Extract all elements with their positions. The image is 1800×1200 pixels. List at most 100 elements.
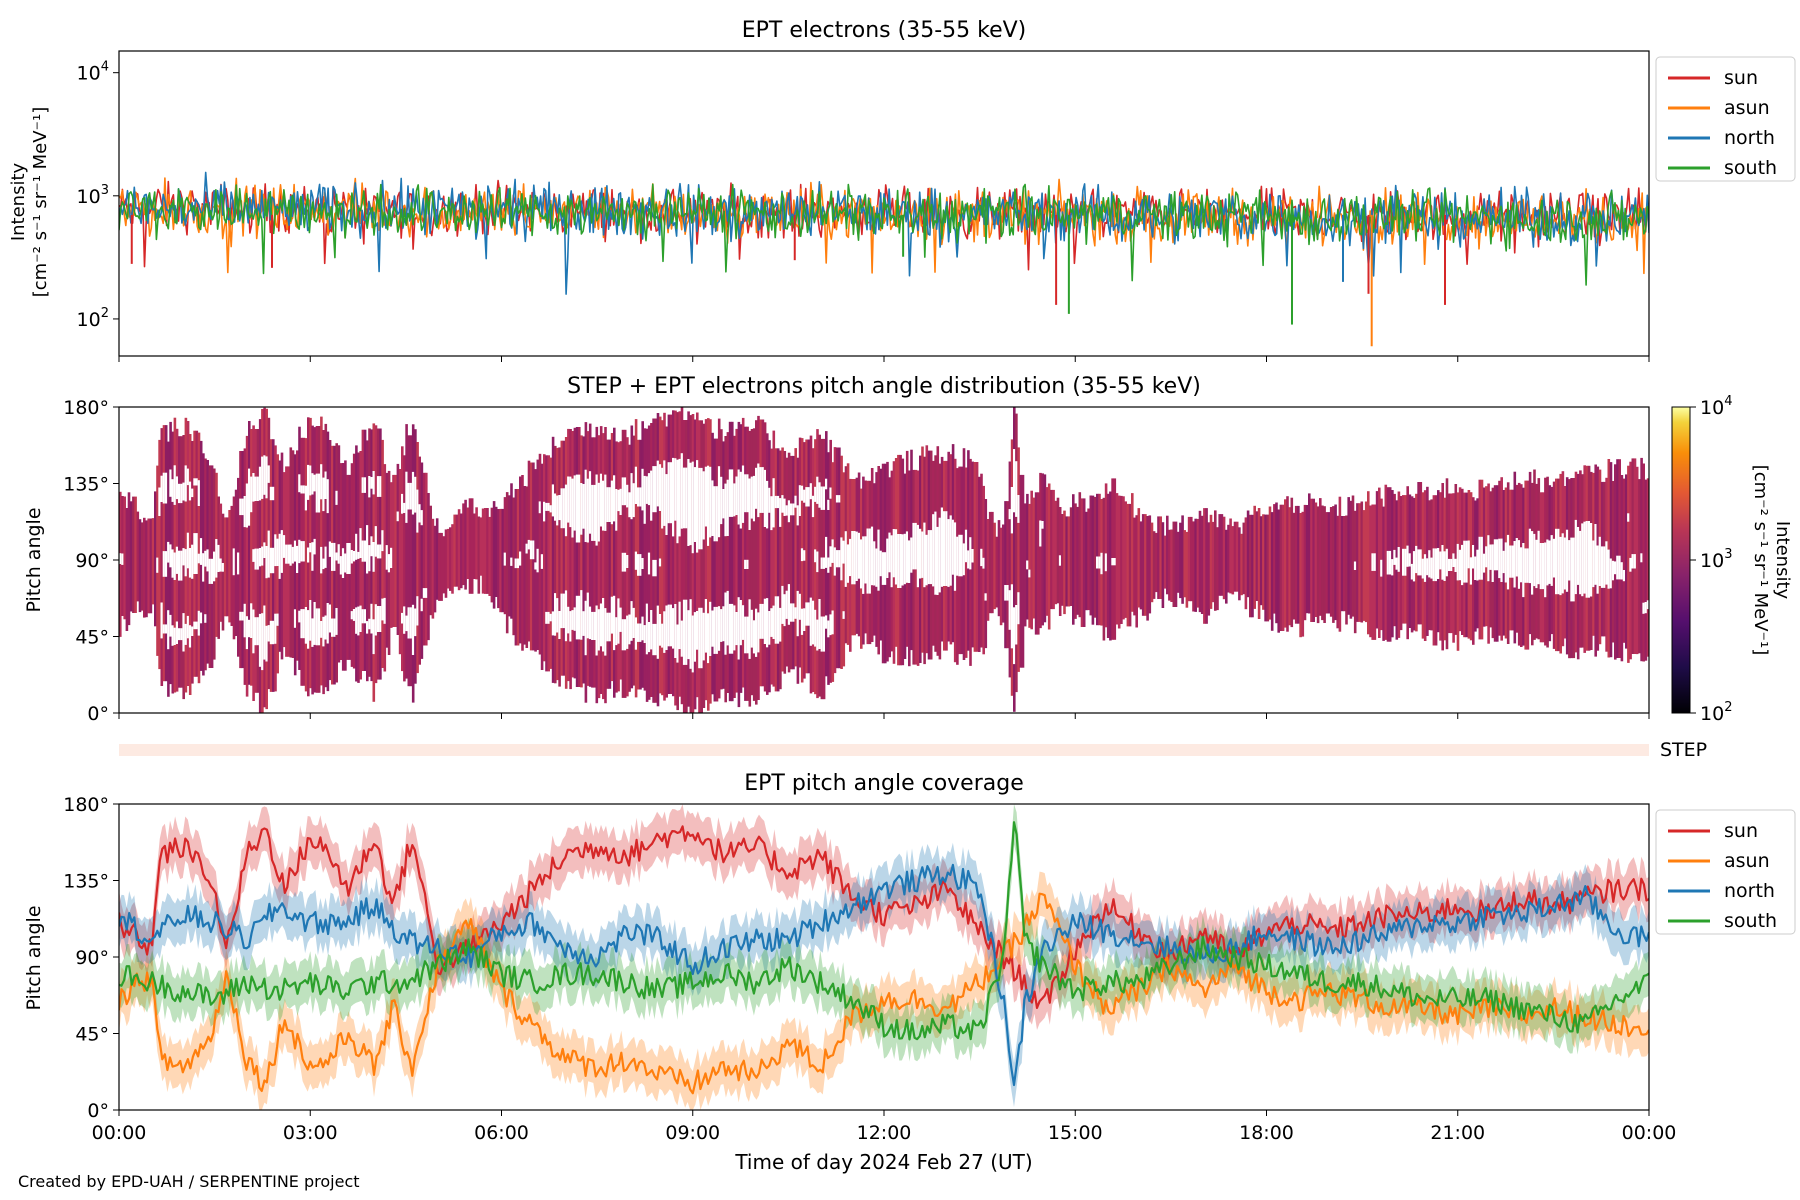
pad-column	[505, 492, 509, 634]
panel1-y-ticks: 102 103 104	[77, 60, 119, 331]
pad-gap	[877, 529, 880, 591]
pad-gap	[669, 462, 673, 524]
pad-column	[167, 441, 170, 697]
pad-gap	[794, 607, 797, 619]
pad-gap	[549, 613, 553, 622]
pad-column	[134, 496, 137, 613]
pad-column	[1349, 500, 1353, 619]
pad-gap	[363, 477, 367, 493]
pad-column	[470, 498, 474, 594]
panel4-legend: sun asun north south	[1655, 809, 1796, 935]
pad-gap	[416, 596, 419, 626]
pad-column	[1161, 522, 1165, 608]
pad-gap	[667, 604, 671, 647]
pad-column	[125, 508, 129, 631]
pad-gap	[776, 495, 780, 509]
pad-gap	[846, 544, 850, 583]
pad-gap	[543, 501, 546, 522]
intensity-line-asun	[119, 177, 1649, 275]
pad-gap	[1423, 554, 1427, 582]
pad-gap	[818, 482, 821, 508]
pad-gap	[827, 557, 830, 573]
pad-gap	[750, 476, 754, 519]
pad-gap	[602, 598, 605, 652]
pad-gap	[829, 614, 832, 636]
pad-gap	[1100, 552, 1103, 575]
pad-column	[475, 507, 478, 580]
x-tick-label: 03:00	[283, 1122, 338, 1144]
pad-column	[132, 496, 135, 613]
pad-column	[995, 536, 999, 608]
pad-gap	[261, 456, 264, 499]
pad-column	[667, 414, 671, 694]
pad-gap	[1640, 553, 1643, 563]
pad-column	[790, 455, 793, 670]
pad-gap	[1017, 592, 1020, 625]
pad-column	[123, 496, 126, 620]
pad-column	[1172, 521, 1176, 607]
pad-column	[1369, 505, 1372, 638]
pad-column	[440, 532, 443, 601]
colorbar-tick-label: 103	[1700, 547, 1732, 572]
pad-gap	[888, 532, 891, 573]
pad-gap	[717, 466, 721, 538]
pad-column	[1646, 478, 1649, 657]
pad-column	[451, 524, 454, 594]
pad-column	[293, 454, 297, 676]
pad-gap	[724, 592, 727, 655]
pad-gap	[1058, 555, 1062, 566]
pad-gap	[363, 609, 367, 624]
pad-gap	[326, 603, 330, 644]
pad-column	[523, 486, 526, 645]
pad-column	[136, 511, 140, 602]
pad-column	[1327, 512, 1331, 614]
pad-gap	[1469, 557, 1473, 585]
pad-gap	[387, 554, 391, 573]
pad-gap	[1015, 461, 1018, 517]
pad-column	[794, 448, 797, 667]
pad-gap	[350, 611, 354, 620]
pad-gap	[1428, 550, 1431, 578]
pad-column	[1091, 495, 1095, 625]
pad-gap	[645, 603, 649, 655]
pad-column	[798, 437, 802, 668]
pad-gap	[744, 559, 747, 569]
pad-column	[1399, 496, 1403, 631]
pad-column	[147, 518, 150, 614]
pad-gap	[835, 495, 839, 503]
pad-column	[1056, 497, 1060, 604]
pad-gap	[586, 478, 590, 543]
pad-gap	[171, 549, 175, 578]
pad-gap	[263, 605, 266, 660]
y-tick-label: 45°	[75, 1024, 109, 1046]
pad-gap	[232, 548, 236, 576]
pad-gap	[984, 593, 988, 601]
coverage-band-north	[119, 842, 1649, 1108]
pad-column	[781, 447, 784, 672]
pad-gap	[195, 478, 199, 486]
pad-gap	[186, 615, 190, 639]
pad-gap	[1480, 536, 1484, 580]
pad-gap	[1410, 563, 1414, 580]
pad-gap	[1391, 559, 1394, 576]
pad-gap	[667, 462, 671, 524]
pad-gap	[355, 533, 358, 560]
pad-gap	[1408, 553, 1412, 567]
pad-gap	[322, 558, 325, 570]
pad-gap	[564, 590, 568, 642]
pad-gap	[894, 529, 898, 585]
pad-gap	[119, 553, 122, 564]
pad-column	[682, 420, 686, 713]
pad-gap	[425, 588, 428, 598]
pad-column	[1102, 497, 1106, 641]
pad-column	[151, 518, 155, 605]
pad-column	[512, 497, 515, 636]
pad-column	[986, 519, 990, 621]
pad-gap	[197, 610, 201, 636]
pad-gap	[121, 553, 124, 565]
pad-column	[490, 507, 494, 603]
pad-column	[1139, 521, 1143, 610]
pad-gap	[418, 504, 421, 523]
pad-gap	[717, 606, 721, 651]
x-axis-ticks: 00:00 03:00 06:00 09:00 12:00 15:00 18:00 21:00…	[92, 356, 1676, 1144]
